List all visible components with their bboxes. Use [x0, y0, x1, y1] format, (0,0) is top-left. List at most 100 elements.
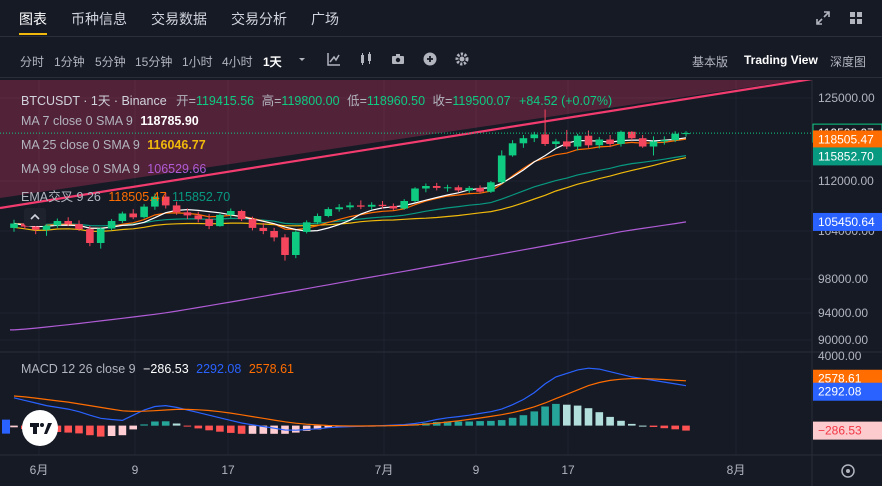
view-trading-view[interactable]: Trading View: [744, 53, 818, 67]
chevron-down-icon[interactable]: [294, 51, 310, 67]
candle[interactable]: [313, 216, 322, 223]
candle[interactable]: [259, 227, 268, 231]
candle[interactable]: [682, 133, 690, 135]
candle[interactable]: [378, 204, 387, 207]
candle[interactable]: [595, 139, 604, 146]
candle[interactable]: [96, 228, 105, 244]
candle[interactable]: [118, 213, 127, 222]
candle[interactable]: [432, 186, 441, 188]
camera-icon[interactable]: [390, 51, 406, 67]
ema-legend[interactable]: EMA交叉 9 26 118505.47 115852.70: [21, 186, 230, 205]
macd-histogram-bar: [292, 425, 300, 433]
candle[interactable]: [628, 131, 636, 139]
candle[interactable]: [606, 139, 614, 145]
candle[interactable]: [552, 141, 560, 144]
view-basic[interactable]: 基本版: [692, 55, 729, 69]
candle[interactable]: [86, 229, 94, 243]
candle[interactable]: [443, 187, 452, 189]
candle[interactable]: [638, 138, 647, 147]
candle[interactable]: [42, 225, 51, 230]
interval-realtime[interactable]: 分时: [20, 55, 45, 69]
candle[interactable]: [248, 219, 257, 228]
candle[interactable]: [172, 205, 181, 213]
interval-5m[interactable]: 5分钟: [95, 55, 126, 69]
price-chart[interactable]: 125000.00112000.00104000.0098000.0094000…: [0, 80, 882, 486]
candle[interactable]: [465, 187, 473, 191]
trend-line[interactable]: [0, 80, 813, 210]
settings-icon[interactable]: [454, 51, 470, 67]
candle[interactable]: [508, 143, 517, 156]
interval-4h[interactable]: 4小时: [222, 55, 253, 69]
candle[interactable]: [584, 135, 593, 146]
indicator-icon[interactable]: [326, 51, 342, 67]
candle[interactable]: [660, 140, 669, 142]
candle[interactable]: [335, 207, 343, 210]
candle[interactable]: [216, 214, 224, 227]
candle[interactable]: [563, 141, 571, 147]
candle[interactable]: [31, 226, 40, 230]
candle[interactable]: [422, 186, 430, 189]
macd-histogram-bar: [10, 425, 18, 428]
candle[interactable]: [53, 221, 62, 226]
candle[interactable]: [140, 206, 148, 218]
candle[interactable]: [237, 211, 246, 220]
tradingview-logo-icon: [30, 423, 52, 434]
layout-grid-icon[interactable]: [849, 11, 863, 25]
candle[interactable]: [357, 205, 365, 207]
macd-legend[interactable]: MACD 12 26 close 9 −286.53 2292.08 2578.…: [21, 362, 294, 376]
view-depth[interactable]: 深度图: [830, 55, 867, 69]
candle[interactable]: [302, 222, 311, 232]
candle[interactable]: [194, 215, 203, 220]
candle[interactable]: [454, 187, 463, 191]
candle[interactable]: [205, 219, 213, 226]
candle[interactable]: [346, 205, 354, 208]
candle[interactable]: [129, 213, 137, 218]
tradingview-logo[interactable]: [22, 410, 58, 446]
candle[interactable]: [573, 135, 582, 147]
macd-histogram-bar: [519, 415, 528, 426]
candle[interactable]: [400, 201, 408, 209]
candle[interactable]: [227, 211, 235, 215]
ma7-legend[interactable]: MA 7 close 0 SMA 9 118785.90: [21, 114, 199, 128]
candle[interactable]: [367, 204, 376, 207]
candle[interactable]: [64, 221, 72, 225]
interval-1h[interactable]: 1小时: [182, 55, 213, 69]
tab-trading-data[interactable]: 交易数据: [151, 11, 207, 27]
candle[interactable]: [411, 188, 419, 202]
tab-square[interactable]: 广场: [311, 11, 339, 27]
candle[interactable]: [671, 133, 679, 141]
ma99-legend[interactable]: MA 99 close 0 SMA 9 106529.66: [21, 162, 206, 176]
settings-icon[interactable]: [841, 464, 855, 478]
candle[interactable]: [281, 237, 289, 255]
candle[interactable]: [519, 138, 528, 144]
expand-icon[interactable]: [816, 11, 830, 25]
candle[interactable]: [161, 196, 170, 206]
candle[interactable]: [497, 155, 506, 183]
candle[interactable]: [10, 223, 18, 228]
tab-trading-analysis[interactable]: 交易分析: [231, 11, 287, 27]
candle[interactable]: [75, 224, 83, 230]
candle[interactable]: [270, 231, 278, 238]
interval-1m[interactable]: 1分钟: [54, 55, 85, 69]
candle[interactable]: [541, 134, 549, 144]
candle[interactable]: [324, 209, 333, 216]
candle[interactable]: [107, 221, 116, 229]
collapse-legend-button[interactable]: [24, 208, 46, 226]
symbol-label[interactable]: BTCUSDT · 1天 · Binance: [21, 94, 167, 108]
candle[interactable]: [649, 141, 658, 147]
candle[interactable]: [389, 206, 398, 209]
tab-chart[interactable]: 图表: [19, 11, 47, 27]
candle-style-icon[interactable]: [358, 51, 374, 67]
candle[interactable]: [487, 182, 495, 192]
candle[interactable]: [476, 187, 484, 192]
ma25-legend[interactable]: MA 25 close 0 SMA 9 116046.77: [21, 138, 206, 152]
candle[interactable]: [292, 231, 300, 255]
interval-15m[interactable]: 15分钟: [135, 55, 173, 69]
tab-coin-info[interactable]: 币种信息: [71, 11, 127, 27]
candle[interactable]: [183, 212, 192, 216]
add-icon[interactable]: [422, 51, 438, 67]
candle[interactable]: [151, 196, 159, 207]
interval-1d[interactable]: 1天: [263, 55, 282, 69]
candle[interactable]: [617, 131, 625, 144]
candle[interactable]: [530, 134, 539, 139]
